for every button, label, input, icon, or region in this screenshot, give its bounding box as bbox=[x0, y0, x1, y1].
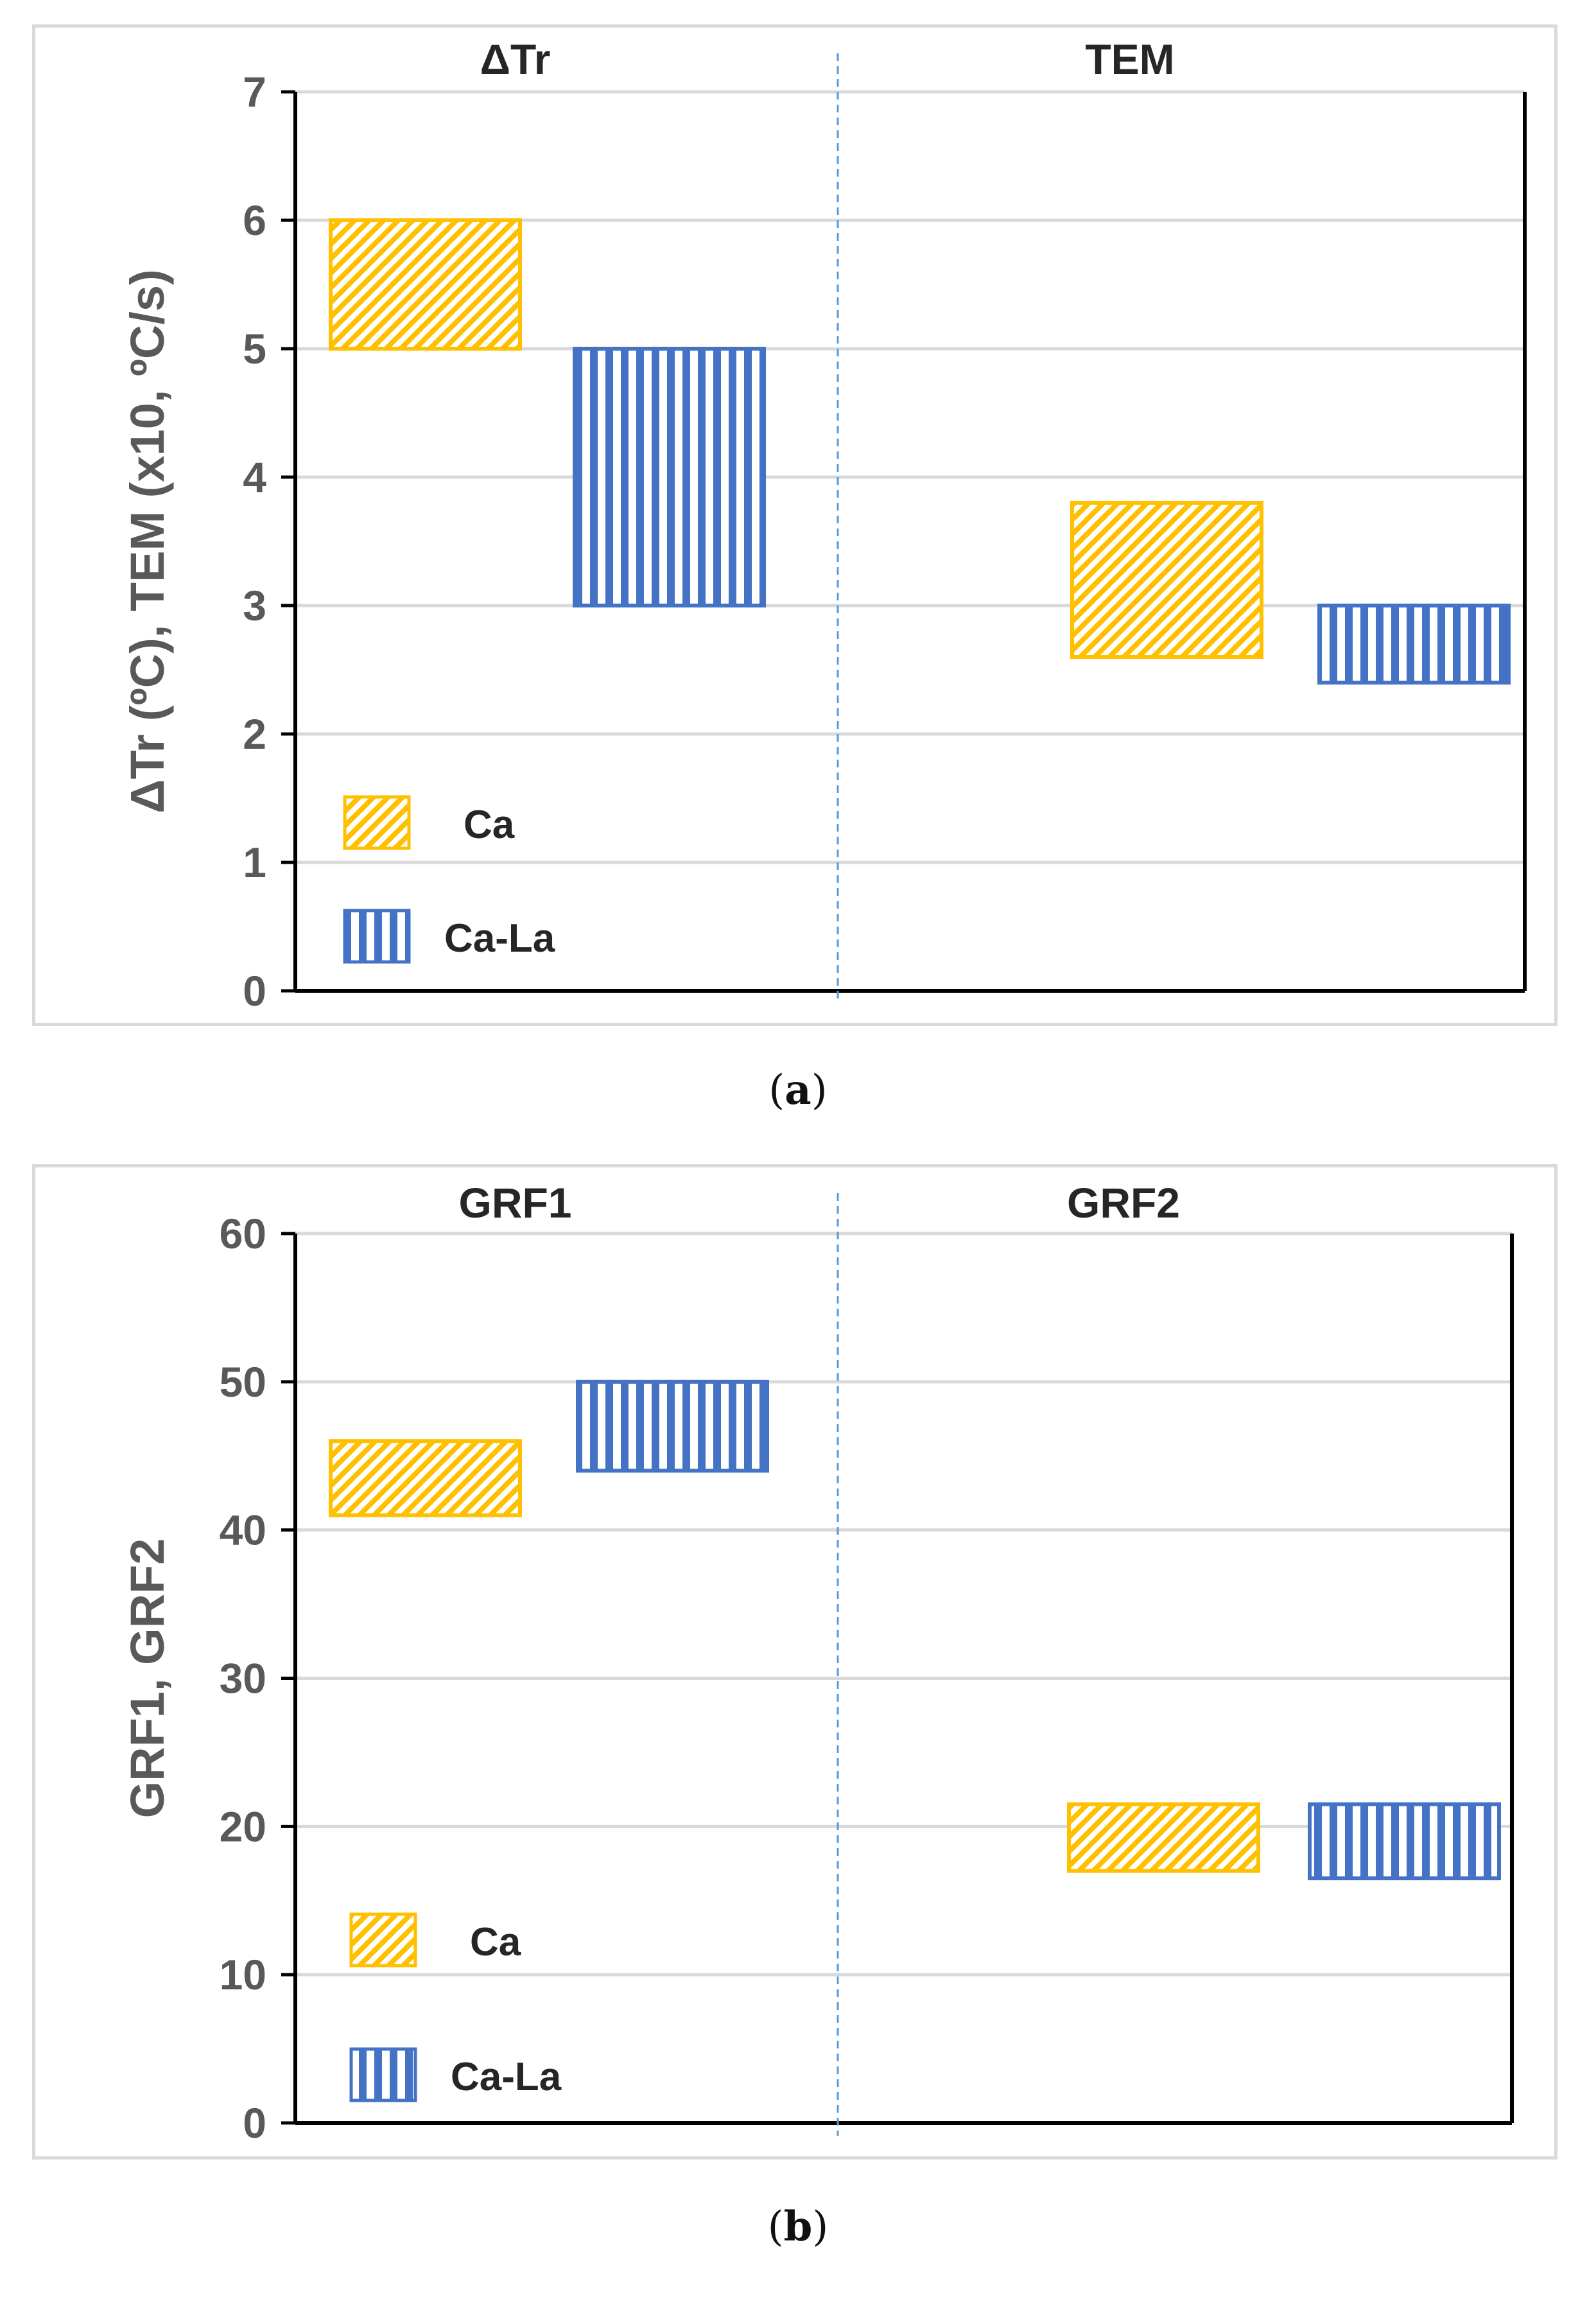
bar-ca-la-grf1 bbox=[576, 1379, 769, 1473]
caption-b: (b) bbox=[767, 2203, 829, 2251]
bar-ca-la-tem bbox=[1317, 604, 1511, 685]
group-label: ΔTr bbox=[480, 35, 551, 83]
chart-panel-b: 0 10 20 30 40 50 60 GRF1 GRF2 GRF1, GRF2 Ca Ca-La bbox=[32, 1164, 1557, 2160]
y-tick-label: 0 bbox=[243, 2099, 266, 2147]
y-tick-label: 20 bbox=[220, 1802, 266, 1850]
bar-ca-grf1 bbox=[329, 1439, 522, 1517]
y-tick-label: 3 bbox=[243, 582, 266, 629]
bar-ca-δtr bbox=[329, 218, 522, 351]
y-tick-label: 4 bbox=[243, 453, 266, 501]
y-tick-label: 6 bbox=[243, 196, 266, 244]
y-axis-title: GRF1, GRF2 bbox=[121, 1539, 174, 1819]
legend-label: Ca-La bbox=[444, 916, 555, 961]
group-label: TEM bbox=[1085, 35, 1174, 83]
y-tick-label: 10 bbox=[220, 1951, 266, 1998]
chart-b-svg: 0 10 20 30 40 50 60 GRF1 GRF2 GRF1, GRF2 Ca Ca-La bbox=[121, 1179, 1514, 2147]
group-label: GRF1 bbox=[458, 1179, 571, 1226]
y-tick-label: 5 bbox=[243, 325, 266, 372]
legend-swatch-ca-la bbox=[343, 909, 411, 964]
group-label: GRF2 bbox=[1067, 1179, 1180, 1226]
legend-label: Ca bbox=[464, 803, 515, 847]
caption-a: (a) bbox=[768, 1066, 828, 1114]
bar-ca-la-δtr bbox=[573, 347, 766, 607]
y-tick-label: 30 bbox=[220, 1655, 266, 1702]
y-tick-label: 1 bbox=[243, 839, 266, 886]
y-tick-label: 60 bbox=[220, 1210, 266, 1257]
legend-swatch-ca-la bbox=[349, 2047, 417, 2102]
legend-label: Ca-La bbox=[451, 2055, 562, 2099]
legend-swatch-ca bbox=[349, 1912, 417, 1968]
bar-ca-la-grf2 bbox=[1308, 1802, 1501, 1881]
legend-swatch-ca bbox=[343, 795, 411, 850]
caption-b-letter: b bbox=[783, 2203, 813, 2251]
chart-a-svg: 0 1 2 3 4 5 6 7 ΔTr TEM ΔTr (ºC), TEM (x10, ºC/s) C… bbox=[121, 35, 1527, 1015]
y-tick-label: 50 bbox=[220, 1358, 266, 1406]
chart-panel-a: 0 1 2 3 4 5 6 7 ΔTr TEM ΔTr (ºC), TEM (x10, ºC/s) C… bbox=[32, 24, 1557, 1026]
bar-ca-grf2 bbox=[1067, 1802, 1260, 1873]
y-tick-label: 40 bbox=[220, 1506, 266, 1554]
y-tick-label: 0 bbox=[243, 967, 266, 1015]
y-tick-label: 7 bbox=[243, 68, 266, 116]
caption-a-letter: a bbox=[785, 1066, 811, 1114]
y-tick-label: 2 bbox=[243, 710, 266, 758]
bar-ca-tem bbox=[1070, 501, 1263, 659]
y-axis-title: ΔTr (ºC), TEM (x10, ºC/s) bbox=[121, 269, 174, 813]
legend-label: Ca bbox=[470, 1920, 521, 1964]
